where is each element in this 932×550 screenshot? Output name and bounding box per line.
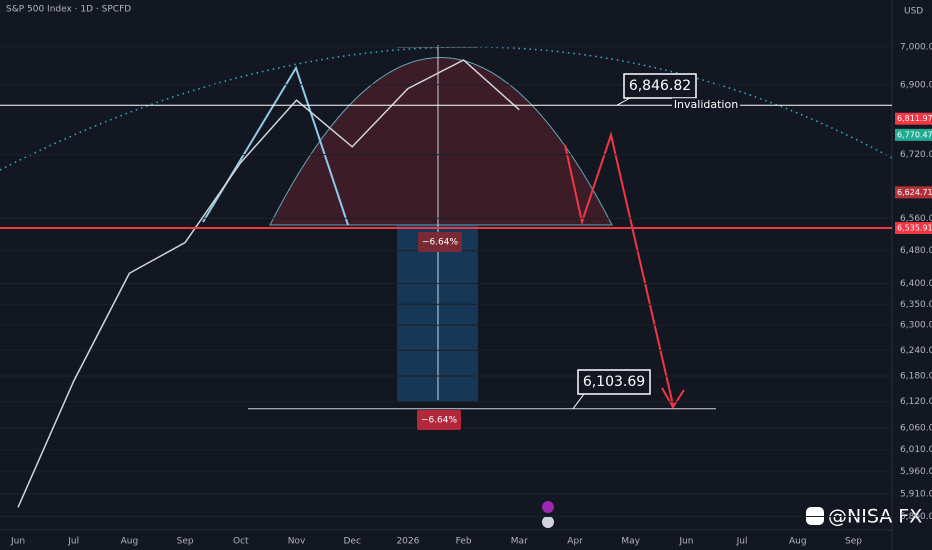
price-tag <box>895 222 932 235</box>
price-tag-label: 6,811.97 <box>897 114 932 123</box>
callout-box <box>623 73 697 99</box>
y-tick-label: 6,350.00 <box>900 300 932 310</box>
measure-label: −6.64% <box>422 238 459 248</box>
currency: USD <box>904 7 923 17</box>
event-icon <box>542 501 554 513</box>
y-tick-label: 6,900.00 <box>900 80 932 90</box>
callout-label: 6,103.69 <box>583 374 645 390</box>
y-tick-label: 6,400.00 <box>900 279 932 289</box>
level-note: Invalidation <box>674 98 738 111</box>
x-tick-label: Mar <box>511 537 528 547</box>
measure-label-bg <box>418 232 462 252</box>
price-tag-label: 6,535.91 <box>897 224 932 233</box>
price-tag-label: 6,770.47 <box>897 130 932 139</box>
price-tag <box>895 128 932 141</box>
x-tick-label: Jun <box>10 537 25 547</box>
x-tick-label: Aug <box>121 537 139 547</box>
y-tick-label: 6,180.00 <box>900 371 932 381</box>
x-tick-label: Sep <box>845 537 862 547</box>
callout-line <box>572 393 585 410</box>
dotted-arc <box>0 46 893 171</box>
x-tick-label: Apr <box>567 537 583 547</box>
projection-arrow <box>661 387 685 409</box>
y-tick-label: 6,120.00 <box>900 397 932 407</box>
x-tick-label: Oct <box>233 537 249 547</box>
x-tick-label: Sep <box>177 537 194 547</box>
price-tag-label: 6,624.71 <box>897 188 932 197</box>
price-tag <box>895 112 932 125</box>
y-tick-label: 6,560.00 <box>900 214 932 224</box>
x-tick-label: 2026 <box>396 537 419 547</box>
callout-label: 6,846.82 <box>629 78 691 94</box>
y-tick-label: 5,860.00 <box>900 512 932 522</box>
x-tick-label: Aug <box>789 537 807 547</box>
price-tag <box>895 186 932 199</box>
measure-label: −6.64% <box>421 416 458 426</box>
x-tick-label: Feb <box>456 537 472 547</box>
y-tick-label: 5,960.00 <box>900 467 932 477</box>
y-tick-label: 6,300.00 <box>900 321 932 331</box>
chart-title: S&P 500 Index · 1D · SPCFD <box>6 5 131 15</box>
y-tick-label: 6,010.00 <box>900 445 932 455</box>
callout-box <box>577 369 651 395</box>
measure-label-bg <box>417 410 461 430</box>
x-tick-label: Jul <box>736 537 748 547</box>
callout-line <box>616 97 631 106</box>
x-tick-label: Jul <box>67 537 79 547</box>
y-tick-label: 6,720.00 <box>900 150 932 160</box>
note-bg <box>672 98 740 113</box>
projection <box>564 131 674 406</box>
x-tick-label: May <box>621 537 640 547</box>
y-tick-label: 6,480.00 <box>900 246 932 256</box>
head-pattern <box>202 65 349 226</box>
y-tick-label: 5,910.00 <box>900 489 932 499</box>
x-tick-label: Jun <box>678 537 693 547</box>
price-line <box>17 59 520 508</box>
y-tick-label: 6,060.00 <box>900 423 932 433</box>
x-tick-label: Nov <box>288 537 306 547</box>
y-tick-label: 7,000.00 <box>900 42 932 52</box>
y-tick-label: 6,240.00 <box>900 346 932 356</box>
x-tick-label: Dec <box>343 537 360 547</box>
event-icon <box>542 516 554 528</box>
